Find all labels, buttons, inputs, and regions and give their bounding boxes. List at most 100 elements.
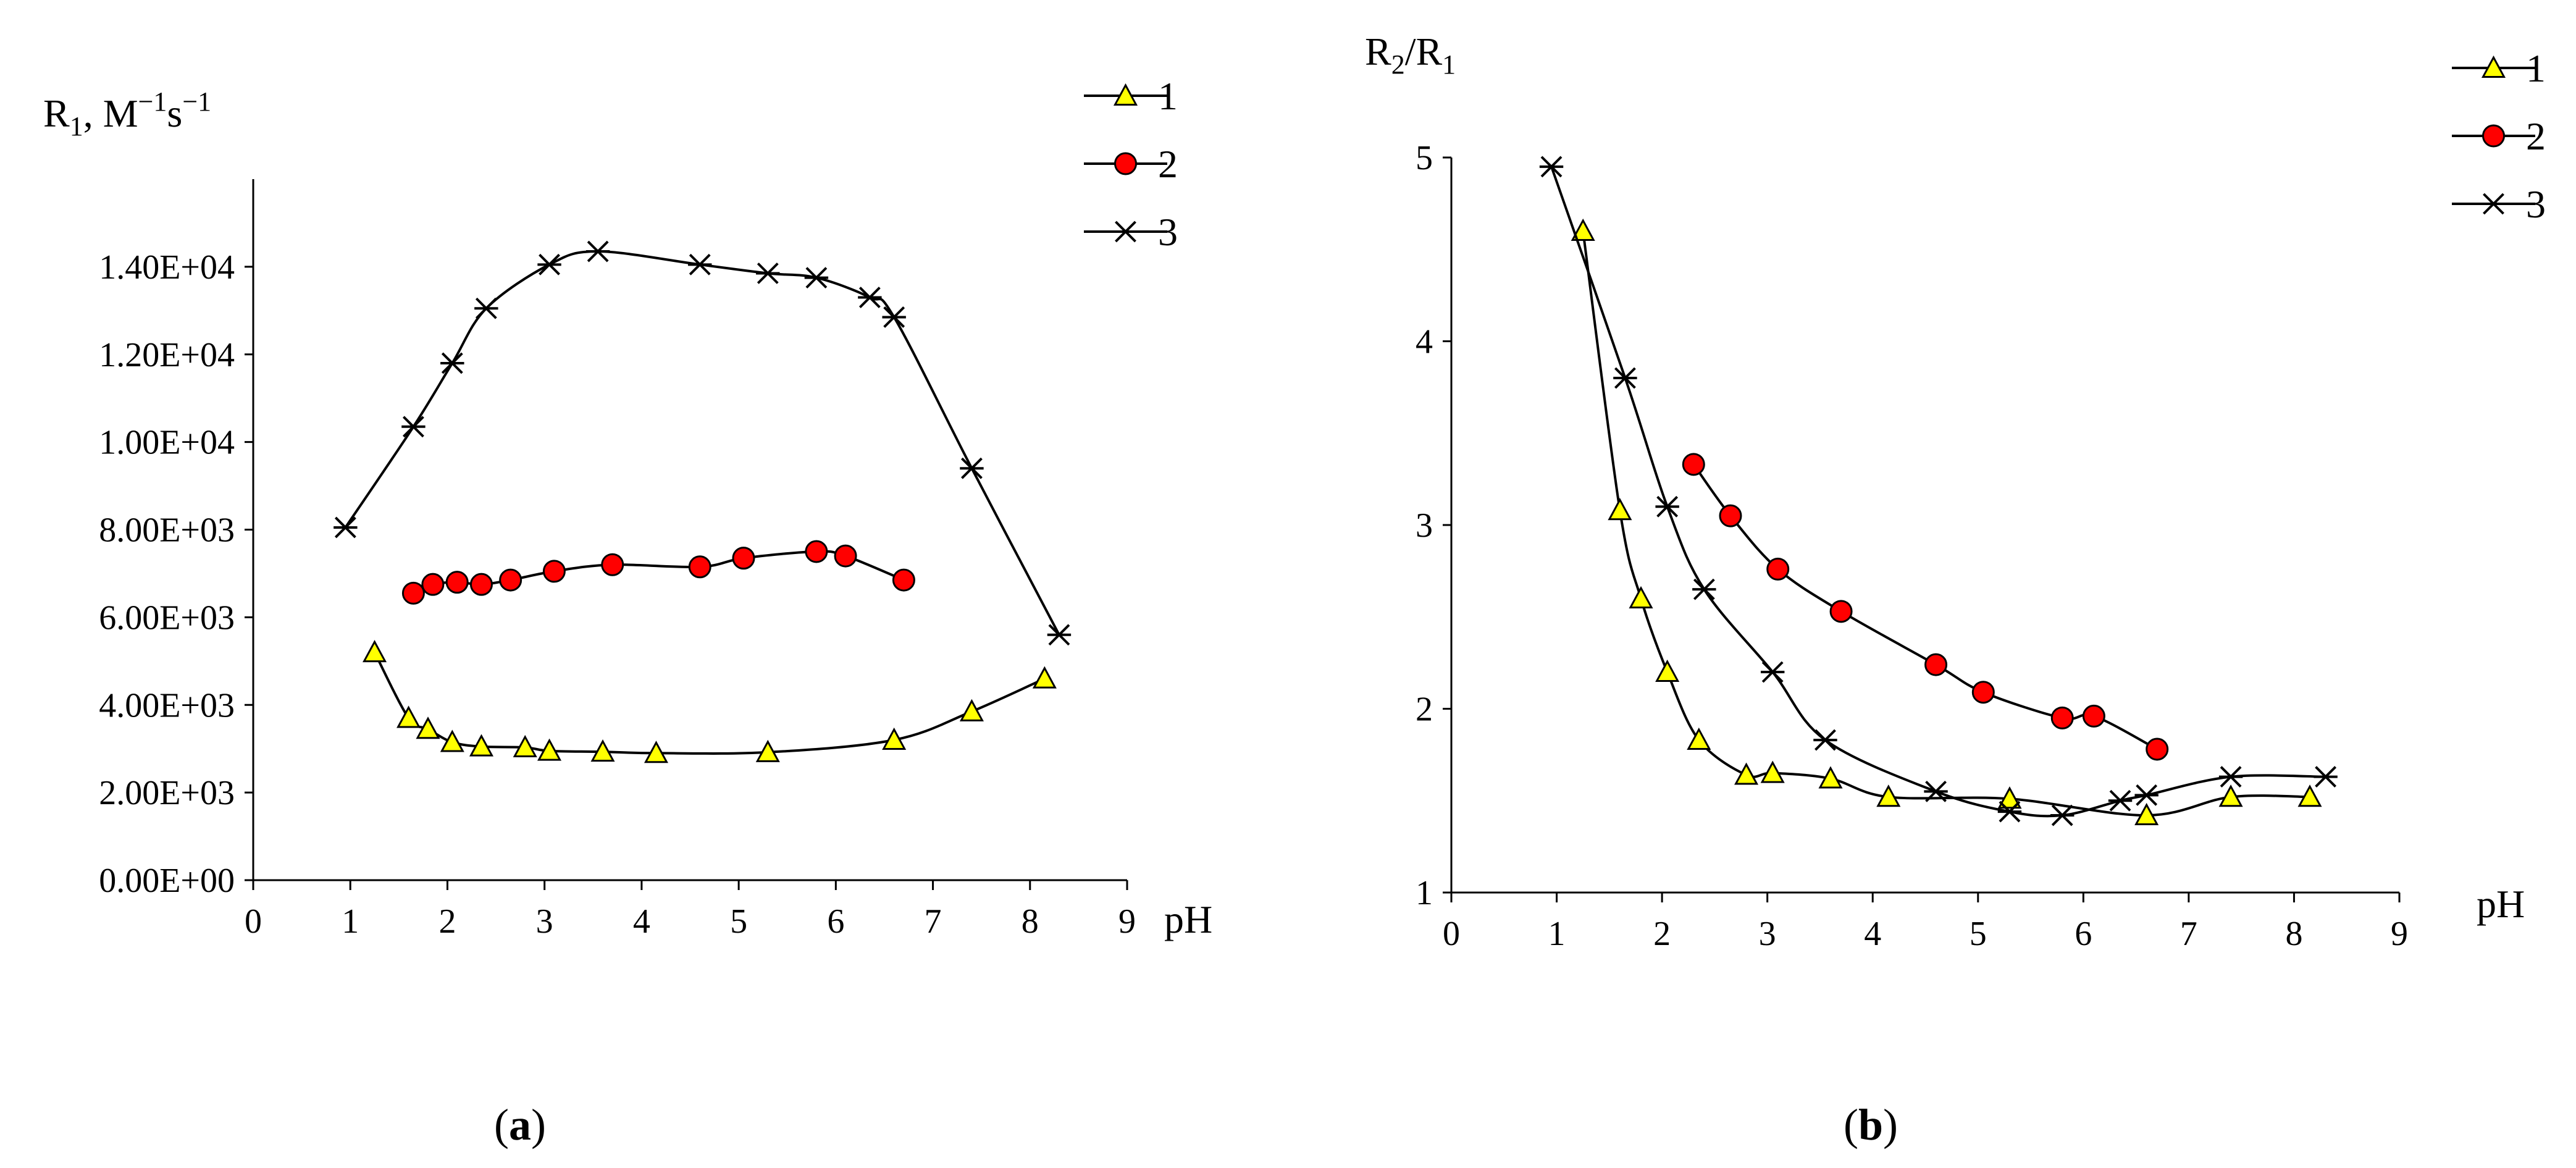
panel-b-series-2-point: [2082, 704, 2105, 728]
panel-a-series-3-point: [401, 416, 426, 438]
panel-a-series-2-point: [469, 573, 493, 596]
panel-b-legend-label-3: 3: [2526, 182, 2546, 226]
panel-a-series-3-point: [474, 297, 498, 319]
panel-b-y-tick-labels: 1 2 3 4 5: [1416, 139, 1433, 912]
panel-b-series: [1539, 156, 2338, 826]
panel-b-series-1-point: [1655, 659, 1680, 682]
panel-b-series-3-point: [2050, 804, 2075, 826]
panel-b-x-tick-label: 2: [1653, 915, 1671, 953]
panel-b-series-1-point: [1571, 218, 1595, 241]
panel-b-series-1-point: [1997, 786, 2022, 809]
panel-b-y-tick-label: 5: [1416, 139, 1433, 177]
panel-b-series-3-point: [1692, 578, 1716, 600]
panel-a-y-tick-labels: 0.00E+00 2.00E+03 4.00E+03 6.00E+03 8.00E+03…: [99, 248, 235, 900]
panel-b-series-3-point: [1613, 367, 1637, 389]
panel-a-series-2-point: [445, 571, 469, 594]
panel-b-label: (b): [1844, 1100, 1898, 1149]
panel-a-series-2-point: [805, 540, 828, 563]
panel-b-series-3-point: [2218, 766, 2243, 788]
panel-a-legend-label-2: 2: [1158, 142, 1178, 186]
panel-a-y-tick-label: 1.40E+04: [99, 248, 235, 287]
panel-a-x-tick-label: 0: [245, 902, 262, 941]
panel-b-y-tick-label: 3: [1416, 506, 1433, 545]
panel-b-x-tick-labels: 0 1 2 3 4 5 6 7 8 9: [1443, 915, 2408, 953]
panel-b-series-1-point: [1629, 586, 1653, 608]
panel-b-series-1-point: [1760, 760, 1785, 783]
panel-b-series-3-point: [1997, 800, 2022, 823]
panel-b-series-1-point: [1687, 727, 1711, 750]
panel-a-series-1-point: [1032, 666, 1057, 689]
panel-a-series-2-point: [601, 553, 624, 576]
panel-b-x-tick-label: 7: [2180, 915, 2197, 953]
panel-b-x-tick-label: 6: [2075, 915, 2092, 953]
panel-b-series-2-point: [2050, 706, 2074, 729]
panel-a-xlabel: pH: [1164, 897, 1212, 941]
panel-a-series-1-point: [363, 639, 387, 663]
panel-b-series-2-point: [1829, 600, 1853, 623]
panel-a-series-1-point: [440, 729, 464, 752]
panel-a-x-tick-label: 9: [1118, 902, 1136, 941]
panel-a-series-3-point: [1047, 624, 1072, 646]
panel-a-y-tick-label: 1.20E+04: [99, 336, 235, 374]
panel-b-legend-marker-3: [2482, 193, 2506, 215]
panel-b-x-tick-label: 9: [2391, 915, 2408, 953]
panel-b-series-1-point: [2218, 784, 2243, 807]
panel-a-series-3-point: [585, 240, 610, 263]
panel-b-series-3-point: [1813, 729, 1837, 751]
panel-b-series-2-point: [1682, 453, 1705, 476]
panel-a-x-tick-label: 8: [1022, 902, 1039, 941]
panel-a-label: (a): [494, 1100, 546, 1149]
panel-a-series-3-point: [688, 253, 712, 275]
panel-a-y-tick-label: 0.00E+00: [99, 862, 235, 900]
panel-b-series-2-point: [2146, 737, 2169, 761]
panel-a-series-1-point: [396, 705, 421, 728]
panel-a-series-1-line: [373, 652, 1046, 755]
panel-a-x-tick-label: 1: [342, 902, 359, 941]
panel-b-series-3-point: [1924, 780, 1948, 802]
panel-a-y-tick-label: 1.00E+04: [99, 424, 235, 462]
panel-b-y-tick-label: 1: [1416, 874, 1433, 912]
panel-a-x-tick-label: 2: [438, 902, 456, 941]
panel-a-series-2-point: [834, 544, 857, 568]
panel-a-x-tick-label: 6: [827, 902, 844, 941]
panel-a-series-1-point: [644, 741, 668, 763]
panel-a-axes: [245, 179, 1128, 890]
panel-a-series-3-point: [756, 263, 780, 284]
panel-a-x-tick-labels: 0 1 2 3 4 5 6 7 8 9: [245, 902, 1136, 941]
panel-a-legend: 1 2 3: [1084, 74, 1178, 254]
panel-a-legend-label-3: 3: [1158, 210, 1178, 254]
panel-b-series-3-point: [1655, 495, 1679, 518]
panel-b-series-3-point: [2108, 789, 2133, 812]
panel-b-series-1-point: [1734, 762, 1759, 785]
panel-a-y-tick-label: 8.00E+03: [99, 511, 235, 550]
panel-a-series: [334, 240, 1072, 763]
panel-b-legend-marker-2: [2482, 124, 2505, 148]
panel-b-axes: [1443, 156, 2401, 902]
panel-b-series-1-line: [1582, 230, 2310, 817]
panel-b-x-tick-label: 1: [1548, 915, 1566, 953]
panel-b-y-tick-label: 4: [1416, 323, 1433, 361]
panel-b-series-3-line: [1550, 166, 2326, 818]
panel-a-series-2-point: [401, 581, 425, 605]
panel-b-series-3-point: [1539, 156, 1564, 178]
panel-a-series-1-point: [882, 727, 907, 750]
panel-b-x-tick-label: 3: [1759, 915, 1776, 953]
panel-a-series-2-point: [688, 555, 711, 579]
panel-a-series-1-point: [416, 716, 440, 739]
panel-a-legend-label-1: 1: [1158, 74, 1178, 118]
panel-b-series-2-point: [1971, 681, 1995, 704]
panel-b-x-tick-label: 5: [1970, 915, 1987, 953]
panel-a-series-1-point: [959, 699, 984, 721]
panel-a-series-1-point: [537, 738, 562, 761]
panel-b-series-2-point: [1766, 557, 1790, 581]
panel-b-legend-marker-1: [2481, 55, 2506, 78]
panel-a-x-tick-label: 7: [925, 902, 942, 941]
panel-a-series-3-point: [882, 306, 906, 328]
panel-b-series-2-point: [1924, 653, 1948, 676]
panel-b-ylabel: R2/R1: [1365, 30, 1456, 80]
panel-b-x-tick-label: 8: [2285, 915, 2302, 953]
panel-b-series-1-point: [2134, 802, 2159, 825]
panel-b-series-1-point: [1818, 766, 1843, 789]
panel-b-xlabel: pH: [2477, 882, 2525, 926]
